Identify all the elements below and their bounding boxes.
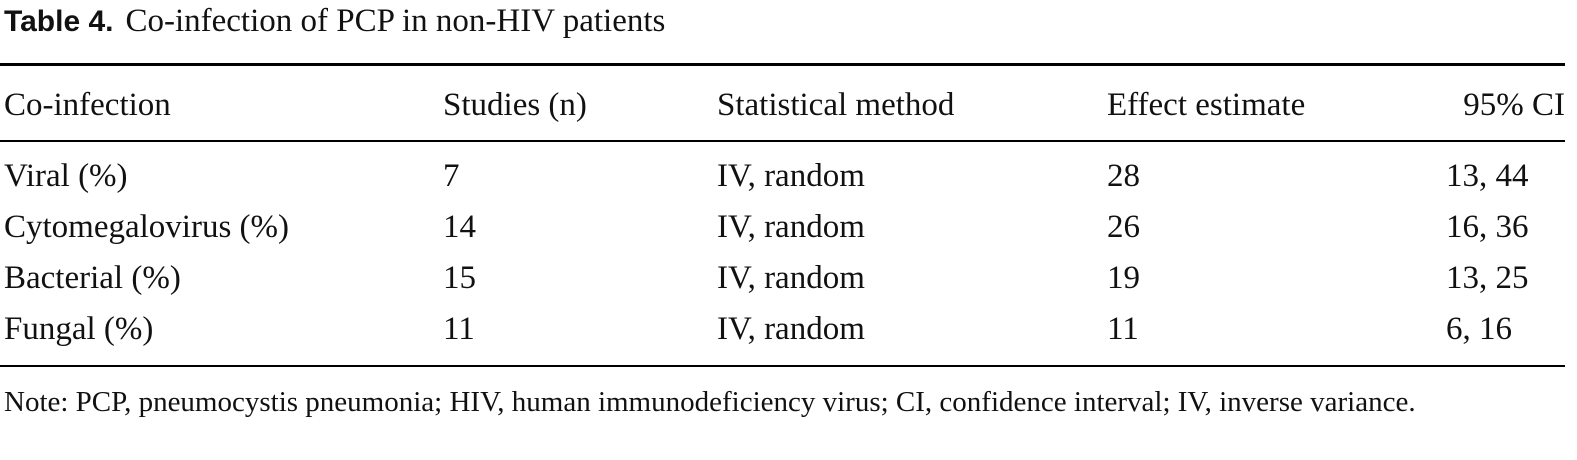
row-studies: 14 [443,209,476,245]
header-co-infection: Co-infection [4,87,171,123]
row-method: IV, random [717,209,865,245]
header-statistical-method: Statistical method [717,87,955,123]
row-method: IV, random [717,158,865,194]
row-method: IV, random [717,260,865,296]
row-ci: 13, 44 [1446,158,1529,194]
header-studies: Studies (n) [443,87,587,123]
caption-label: Table 4. [4,5,114,38]
row-ci: 13, 25 [1446,260,1529,296]
header-95-ci: 95% CI [1463,87,1565,123]
row-ci: 6, 16 [1446,311,1512,347]
bottom-rule [0,365,1565,367]
row-studies: 15 [443,260,476,296]
row-effect: 19 [1107,260,1140,296]
row-studies: 11 [443,311,475,347]
row-studies: 7 [443,158,460,194]
caption-title: Co-infection of PCP in non-HIV patients [125,3,666,39]
row-effect: 28 [1107,158,1140,194]
row-co-infection: Cytomegalovirus (%) [4,209,290,245]
table-caption: Table 4. Co-infection of PCP in non-HIV p… [4,3,665,40]
top-rule [0,63,1565,66]
row-ci: 16, 36 [1446,209,1529,245]
row-co-infection: Bacterial (%) [4,260,181,296]
row-effect: 26 [1107,209,1140,245]
row-method: IV, random [717,311,865,347]
table-note: Note: PCP, pneumocystis pneumonia; HIV, … [4,386,1416,418]
row-co-infection: Viral (%) [4,158,128,194]
row-effect: 11 [1107,311,1139,347]
header-rule [0,140,1565,142]
header-effect-estimate: Effect estimate [1107,87,1306,123]
row-co-infection: Fungal (%) [4,311,154,347]
